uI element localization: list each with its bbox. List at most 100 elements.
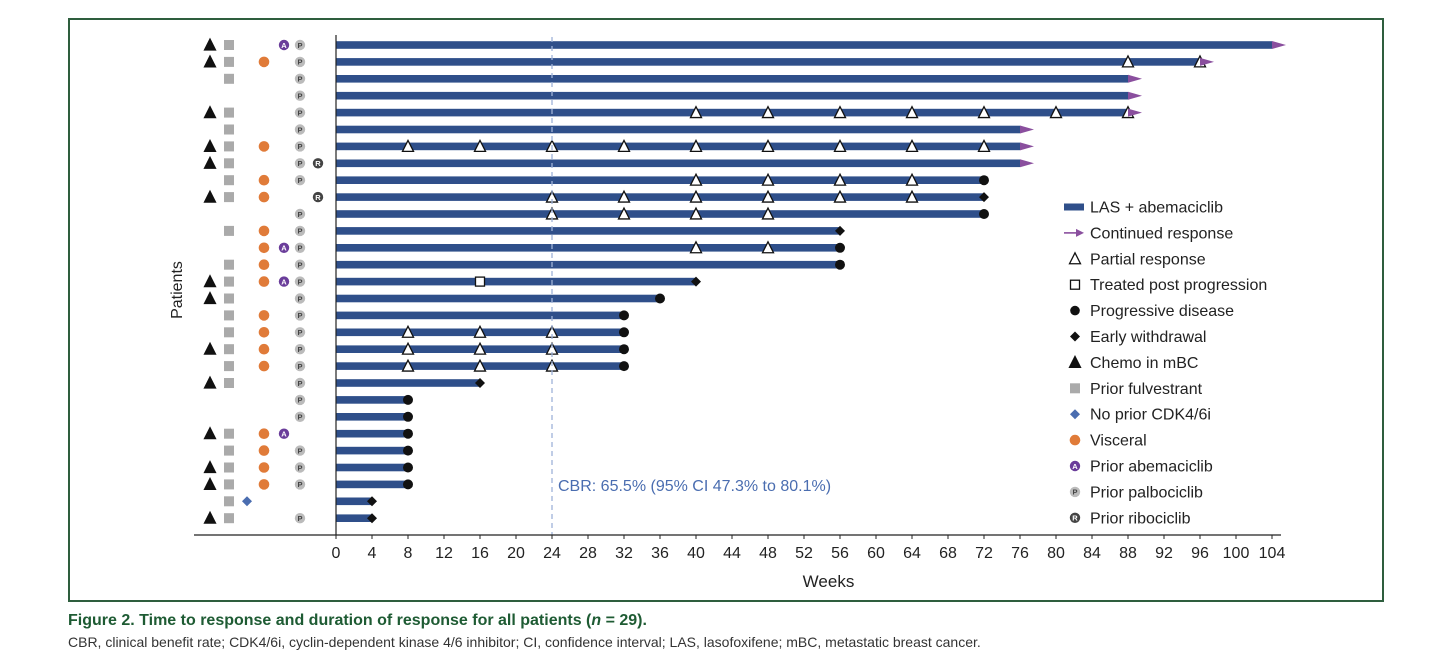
prior-palbociclib-marker-circle (294, 479, 306, 490)
patient-row: P (203, 477, 413, 491)
prior-palbociclib-marker-circle (294, 124, 306, 135)
prior-palbociclib-marker: P (294, 242, 306, 253)
prior-ribociclib-marker-letter: R (315, 193, 321, 202)
patient-row: P (203, 341, 629, 355)
prior-palbociclib-marker: P (294, 124, 306, 135)
prior-palbociclib-marker-letter: P (297, 142, 302, 151)
partial-response-marker (617, 139, 631, 153)
partial-response-marker (833, 105, 847, 119)
visceral-marker (258, 462, 270, 473)
legend-swatch-square-open (1069, 279, 1081, 290)
chemo-marker (203, 189, 217, 203)
progressive-disease-marker (619, 344, 629, 355)
x-tick-label: 80 (1047, 545, 1065, 562)
patient-bar (336, 176, 984, 184)
patient-row: A (203, 426, 413, 440)
chemo-marker (203, 155, 217, 169)
visceral-marker (258, 56, 270, 68)
patient-bar (336, 294, 660, 303)
partial-response-marker (617, 206, 631, 220)
chemo-marker (203, 341, 217, 355)
prior-palbociclib-marker: P (294, 310, 306, 321)
patient-row: P (224, 358, 629, 372)
prior-palbociclib-marker-letter: P (297, 244, 302, 253)
chemo-marker (203, 54, 217, 68)
prior-palbociclib-marker-letter: P (297, 176, 302, 185)
continued-response-arrow (1128, 108, 1142, 117)
legend-item-nocdk: No prior CDK4/6i (1070, 407, 1211, 424)
patient-bar (336, 58, 1200, 66)
legend-label: LAS + abemaciclib (1090, 200, 1223, 217)
prior-abemaciclib-marker-circle (278, 428, 290, 439)
legend-swatch-diamond (1070, 331, 1080, 342)
x-tick-label: 52 (795, 545, 813, 562)
legend-label: Early withdrawal (1090, 329, 1206, 346)
prior-palbociclib-marker: P (294, 394, 306, 406)
patient-bar (336, 193, 984, 201)
legend-label: Continued response (1090, 225, 1233, 242)
patient-row: P (203, 54, 1214, 68)
prior-palbociclib-marker: P (294, 377, 306, 389)
x-tick-label: 28 (579, 545, 597, 562)
chemo-marker (203, 510, 217, 524)
prior-palbociclib-marker-letter: P (297, 480, 302, 489)
patient-row: P (224, 445, 413, 456)
progressive-disease-marker (403, 462, 413, 473)
patient-row: P (203, 291, 665, 305)
partial-response-marker (761, 105, 775, 119)
legend-item-withdrawal: Early withdrawal (1070, 329, 1206, 346)
partial-response-marker (689, 172, 703, 186)
prior-palbociclib-marker-letter: P (297, 514, 302, 523)
legend-swatch-arrow-head (1076, 228, 1084, 237)
x-tick-label: 16 (471, 545, 489, 562)
prior-palbociclib-marker-letter: P (297, 379, 302, 388)
prior-palbociclib-marker: P (294, 293, 306, 304)
x-tick-label: 56 (831, 545, 849, 562)
partial-response-marker (1121, 54, 1135, 68)
fulvestrant-marker (224, 192, 234, 203)
prior-palbociclib-marker-letter: P (297, 446, 302, 455)
x-tick-label: 84 (1083, 545, 1101, 562)
legend-item-fulv: Prior fulvestrant (1070, 381, 1203, 398)
x-tick-label: 76 (1011, 545, 1029, 562)
prior-palbociclib-marker: P (294, 39, 306, 51)
x-tick-label: 88 (1119, 545, 1137, 562)
prior-palbociclib-marker: P (294, 327, 306, 338)
fulvestrant-marker (224, 73, 234, 84)
partial-response-marker (905, 172, 919, 186)
prior-palbociclib-marker: P (294, 462, 306, 473)
continued-response-arrow (1272, 41, 1286, 49)
visceral-marker (258, 428, 270, 440)
patient-row: P (224, 225, 845, 237)
legend-label: Progressive disease (1090, 303, 1234, 320)
chemo-marker (203, 375, 217, 389)
prior-palbociclib-marker-letter: P (297, 328, 302, 337)
progressive-disease-marker (403, 428, 413, 439)
patient-row: P (224, 124, 1034, 135)
partial-response-marker (905, 189, 919, 203)
prior-palbociclib-marker: P (294, 175, 306, 186)
continued-response-arrow (1020, 159, 1034, 168)
patient-bar (336, 311, 624, 320)
partial-response-marker (833, 139, 847, 153)
x-tick-label: 96 (1191, 545, 1209, 562)
chemo-marker (203, 37, 217, 51)
legend-item-visceral: Visceral (1069, 433, 1147, 450)
no-cdk46i-marker (242, 496, 252, 507)
prior-palbociclib-marker-letter: P (297, 159, 302, 168)
fulvestrant-marker (224, 175, 234, 186)
progressive-disease-marker (403, 445, 413, 456)
prior-abemaciclib-marker: A (278, 242, 290, 253)
partial-response-marker (977, 139, 991, 153)
prior-palbociclib-marker: P (294, 56, 306, 68)
progressive-disease-marker (655, 293, 665, 304)
fulvestrant-marker (224, 259, 234, 270)
x-axis-title: Weeks (803, 572, 855, 591)
partial-response-marker (401, 139, 415, 153)
legend-label: Visceral (1090, 433, 1147, 450)
prior-palbociclib-marker-letter: P (297, 311, 302, 320)
legend-item-continued: Continued response (1064, 225, 1233, 242)
patient-bar (336, 75, 1128, 83)
partial-response-marker (473, 324, 487, 338)
progressive-disease-marker (619, 361, 629, 372)
